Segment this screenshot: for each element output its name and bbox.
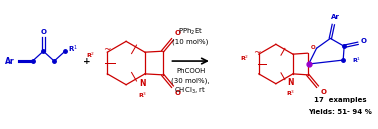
Text: O: O bbox=[174, 90, 180, 96]
Text: N: N bbox=[288, 78, 294, 87]
Text: R$^3$: R$^3$ bbox=[287, 89, 296, 98]
Text: N: N bbox=[139, 79, 146, 88]
Text: (30 mol%),: (30 mol%), bbox=[171, 78, 210, 84]
Text: Ar: Ar bbox=[331, 14, 340, 20]
Text: Ar: Ar bbox=[5, 57, 15, 66]
Text: 17  examples: 17 examples bbox=[314, 98, 366, 103]
Text: ~: ~ bbox=[103, 45, 110, 54]
Text: +: + bbox=[83, 57, 90, 66]
Text: R$^3$: R$^3$ bbox=[138, 91, 147, 100]
Text: R$^2$: R$^2$ bbox=[240, 53, 249, 63]
Text: O: O bbox=[40, 30, 46, 35]
Text: O: O bbox=[174, 30, 180, 37]
Text: R$^1$: R$^1$ bbox=[68, 44, 78, 55]
Text: CHCl$_3$, rt: CHCl$_3$, rt bbox=[175, 86, 207, 96]
Text: Yields: 51- 94 %: Yields: 51- 94 % bbox=[308, 109, 372, 115]
Text: PPh$_2$Et: PPh$_2$Et bbox=[178, 26, 203, 37]
Text: O: O bbox=[310, 45, 315, 50]
Text: O: O bbox=[321, 89, 327, 95]
Text: R$^1$: R$^1$ bbox=[352, 55, 362, 65]
Text: O: O bbox=[361, 38, 367, 44]
Text: ~: ~ bbox=[253, 48, 261, 57]
Text: PhCOOH: PhCOOH bbox=[176, 68, 205, 74]
Text: R$^2$: R$^2$ bbox=[86, 50, 95, 60]
Text: (10 mol%): (10 mol%) bbox=[172, 38, 209, 45]
